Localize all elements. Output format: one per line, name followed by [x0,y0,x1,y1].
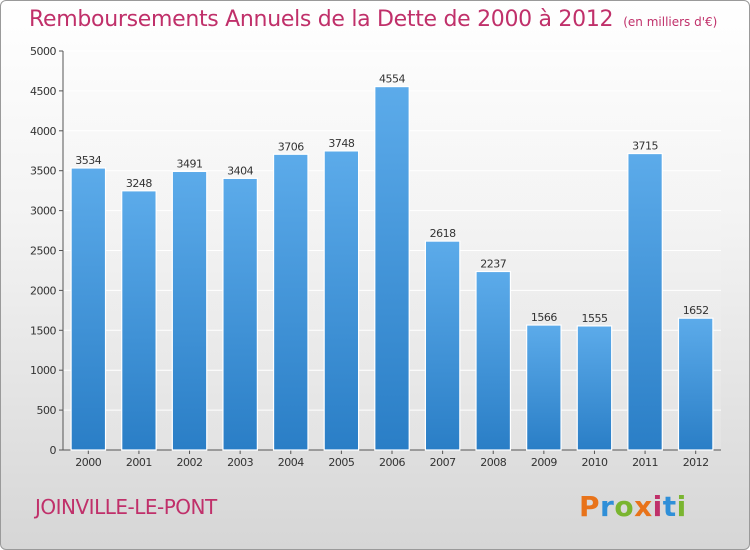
y-tick-label: 500 [37,404,57,417]
bar-2012 [677,317,714,451]
bar-2008 [475,270,512,451]
bar-2001 [121,190,157,451]
value-label-2000: 3534 [75,154,101,167]
value-label-2007: 2618 [430,227,456,240]
bar-2002 [171,170,208,451]
value-label-2004: 3706 [278,140,304,153]
chart-unit: (en milliers d'€) [623,15,718,29]
x-tick-label-2011: 2011 [632,456,658,469]
value-label-2009: 1566 [531,311,557,324]
value-label-2002: 3491 [177,157,203,170]
bar-2009 [526,324,562,451]
bar-2004 [272,153,309,451]
value-label-2010: 1555 [581,312,607,325]
y-tick-label: 5000 [30,45,56,58]
city-name: JOINVILLE-LE-PONT [35,495,217,519]
logo-letter: i [652,490,663,523]
label-layer: 3534 2000 3248 2001 3491 2002 3404 2003 3706 2004… [75,73,709,469]
y-tick-label: 3500 [30,165,56,178]
y-tick-label: 0 [50,444,57,457]
chart-title-text: Remboursements Annuels de la Dette de 20… [29,7,614,32]
value-label-2001: 3248 [126,177,152,190]
bar-layer [70,85,714,451]
logo-letter: i [676,490,687,523]
x-tick-label-2000: 2000 [75,456,101,469]
y-tick-label: 4500 [30,85,56,98]
y-tick-label: 2000 [30,284,56,297]
logo-letter: o [614,490,635,523]
logo-letter: t [662,490,677,523]
x-tick-label-2002: 2002 [177,456,203,469]
y-tick-label: 2500 [30,245,56,258]
logo-letter: x [634,490,653,523]
value-label-2012: 1652 [683,304,709,317]
bar-2007 [424,240,461,451]
logo-letter: r [600,490,615,523]
x-tick-label-2009: 2009 [531,456,557,469]
x-tick-label-2003: 2003 [227,456,253,469]
bar-2005 [323,150,360,451]
logo-letter: P [579,490,601,523]
bar-2011 [627,152,663,451]
value-label-2006: 4554 [379,73,405,86]
bar-2000 [70,167,107,451]
y-tick-label: 1500 [30,324,56,337]
y-tick-label: 3000 [30,205,56,218]
value-label-2005: 3748 [328,137,354,150]
value-label-2008: 2237 [480,257,506,270]
x-tick-label-2006: 2006 [379,456,405,469]
x-tick-label-2010: 2010 [581,456,607,469]
bar-2006 [374,85,410,451]
x-tick-label-2008: 2008 [480,456,506,469]
bar-2003 [222,177,258,451]
y-tick-label: 1000 [30,364,56,377]
chart-title: Remboursements Annuels de la Dette de 20… [29,7,717,32]
x-tick-label-2001: 2001 [126,456,152,469]
x-tick-label-2004: 2004 [278,456,304,469]
value-label-2003: 3404 [227,164,253,177]
x-tick-label-2005: 2005 [328,456,354,469]
value-label-2011: 3715 [632,140,658,153]
x-tick-label-2007: 2007 [430,456,456,469]
x-tick-label-2012: 2012 [683,456,709,469]
y-tick-label: 4000 [30,125,56,138]
bar-2010 [576,325,613,451]
proxiti-logo: Proxiti [579,490,687,523]
